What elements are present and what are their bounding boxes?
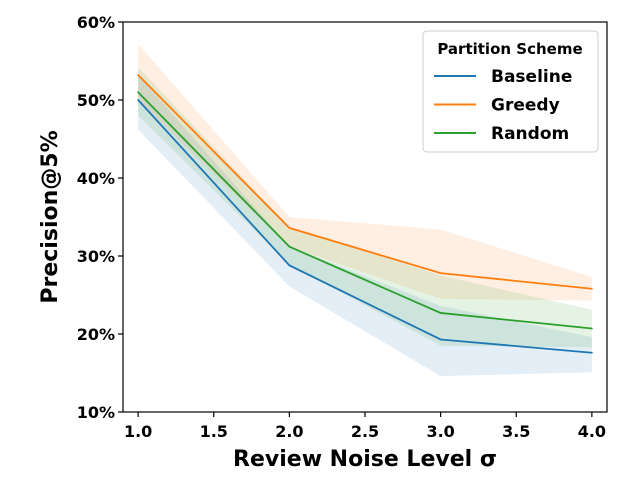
y-tick-label: 60% xyxy=(77,13,115,32)
legend-label-baseline: Baseline xyxy=(491,67,572,87)
y-tick-label: 50% xyxy=(77,91,115,110)
legend-items: Baseline Greedy Random xyxy=(434,67,572,144)
x-tick-label: 2.0 xyxy=(275,422,303,441)
random-line xyxy=(137,91,592,330)
series-lines xyxy=(137,74,593,354)
greedy-line xyxy=(137,74,592,290)
x-axis: 1.0 1.5 2.0 2.5 3.0 3.5 4.0 xyxy=(124,412,606,441)
baseline-point xyxy=(439,338,442,341)
x-tick-label: 1.5 xyxy=(200,422,228,441)
x-tick-label: 1.0 xyxy=(124,422,152,441)
baseline-confidence-band xyxy=(138,75,592,377)
greedy-point xyxy=(439,272,442,275)
x-axis-label: Review Noise Level σ xyxy=(233,447,497,472)
x-tick-label: 2.5 xyxy=(351,422,379,441)
y-tick-label: 30% xyxy=(77,247,115,266)
y-tick-label: 20% xyxy=(77,325,115,344)
x-tick-label: 4.0 xyxy=(578,422,606,441)
baseline-line xyxy=(137,99,592,354)
greedy-point xyxy=(590,287,593,290)
legend-label-random: Random xyxy=(491,124,569,144)
random-point xyxy=(439,312,442,314)
y-tick-label: 10% xyxy=(77,403,115,422)
baseline-point xyxy=(137,99,140,101)
legend-title: Partition Scheme xyxy=(437,40,582,58)
y-axis-label: Precision@5% xyxy=(38,130,63,303)
x-tick-label: 3.0 xyxy=(426,422,454,441)
random-point xyxy=(590,327,593,330)
greedy-point xyxy=(288,227,291,229)
baseline-point xyxy=(590,351,593,354)
greedy-confidence-band xyxy=(138,43,592,301)
legend-label-greedy: Greedy xyxy=(491,96,560,116)
random-confidence-band xyxy=(138,67,592,348)
greedy-point xyxy=(137,74,140,76)
confidence-bands xyxy=(138,43,592,377)
baseline-point xyxy=(288,264,291,267)
random-point xyxy=(137,91,140,94)
x-tick-label: 3.5 xyxy=(502,422,530,441)
legend-box xyxy=(422,30,599,153)
legend: Partition Scheme Baseline Greedy Random xyxy=(422,30,599,153)
y-tick-label: 40% xyxy=(77,169,115,188)
random-point xyxy=(288,245,291,248)
y-axis: 10% 20% 30% 40% 50% 60% xyxy=(77,13,123,422)
